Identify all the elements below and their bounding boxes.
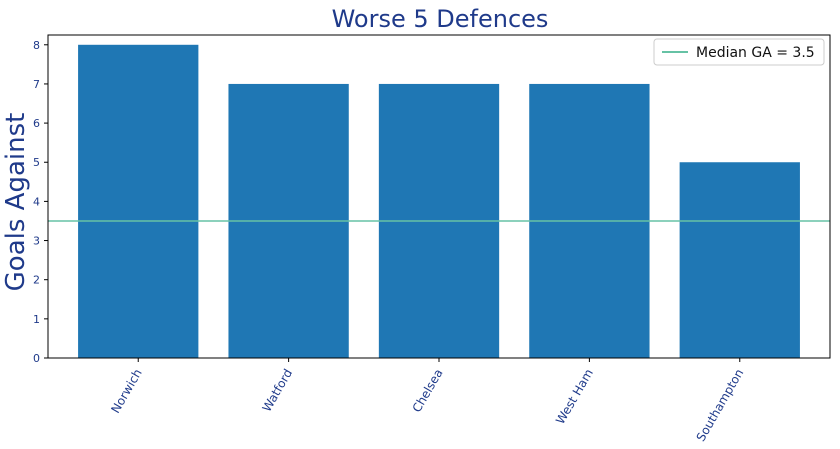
y-ticks-group: 0 1 2 3 4 5 6 7 8 (33, 39, 48, 365)
legend: Median GA = 3.5 (653, 38, 825, 66)
y-tick-label: 4 (33, 195, 40, 208)
legend-label: Median GA = 3.5 (696, 45, 815, 61)
y-tick-label: 7 (33, 78, 40, 91)
y-tick-label: 3 (33, 235, 40, 248)
chart-title: Worse 5 Defences (332, 5, 549, 33)
x-tick-label: West Ham (553, 367, 596, 427)
legend-box (653, 38, 825, 66)
y-tick-label: 5 (33, 156, 40, 169)
y-tick-label: 6 (33, 117, 40, 130)
y-axis-label: Goals Against (1, 113, 31, 292)
y-tick-label: 1 (33, 313, 40, 326)
x-tick-label: Norwich (108, 367, 144, 416)
x-ticks-group: Norwich Watford Chelsea West Ham Southampton (108, 358, 746, 444)
bars-group (78, 44, 800, 358)
y-tick-label: 8 (33, 39, 40, 52)
bar-southampton (679, 162, 800, 358)
x-tick-label: Chelsea (410, 367, 446, 415)
y-tick-label: 2 (33, 274, 40, 287)
y-tick-label: 0 (33, 352, 40, 365)
bar-norwich (78, 44, 199, 358)
x-tick-label: Southampton (694, 367, 747, 444)
x-tick-label: Watford (260, 367, 296, 415)
